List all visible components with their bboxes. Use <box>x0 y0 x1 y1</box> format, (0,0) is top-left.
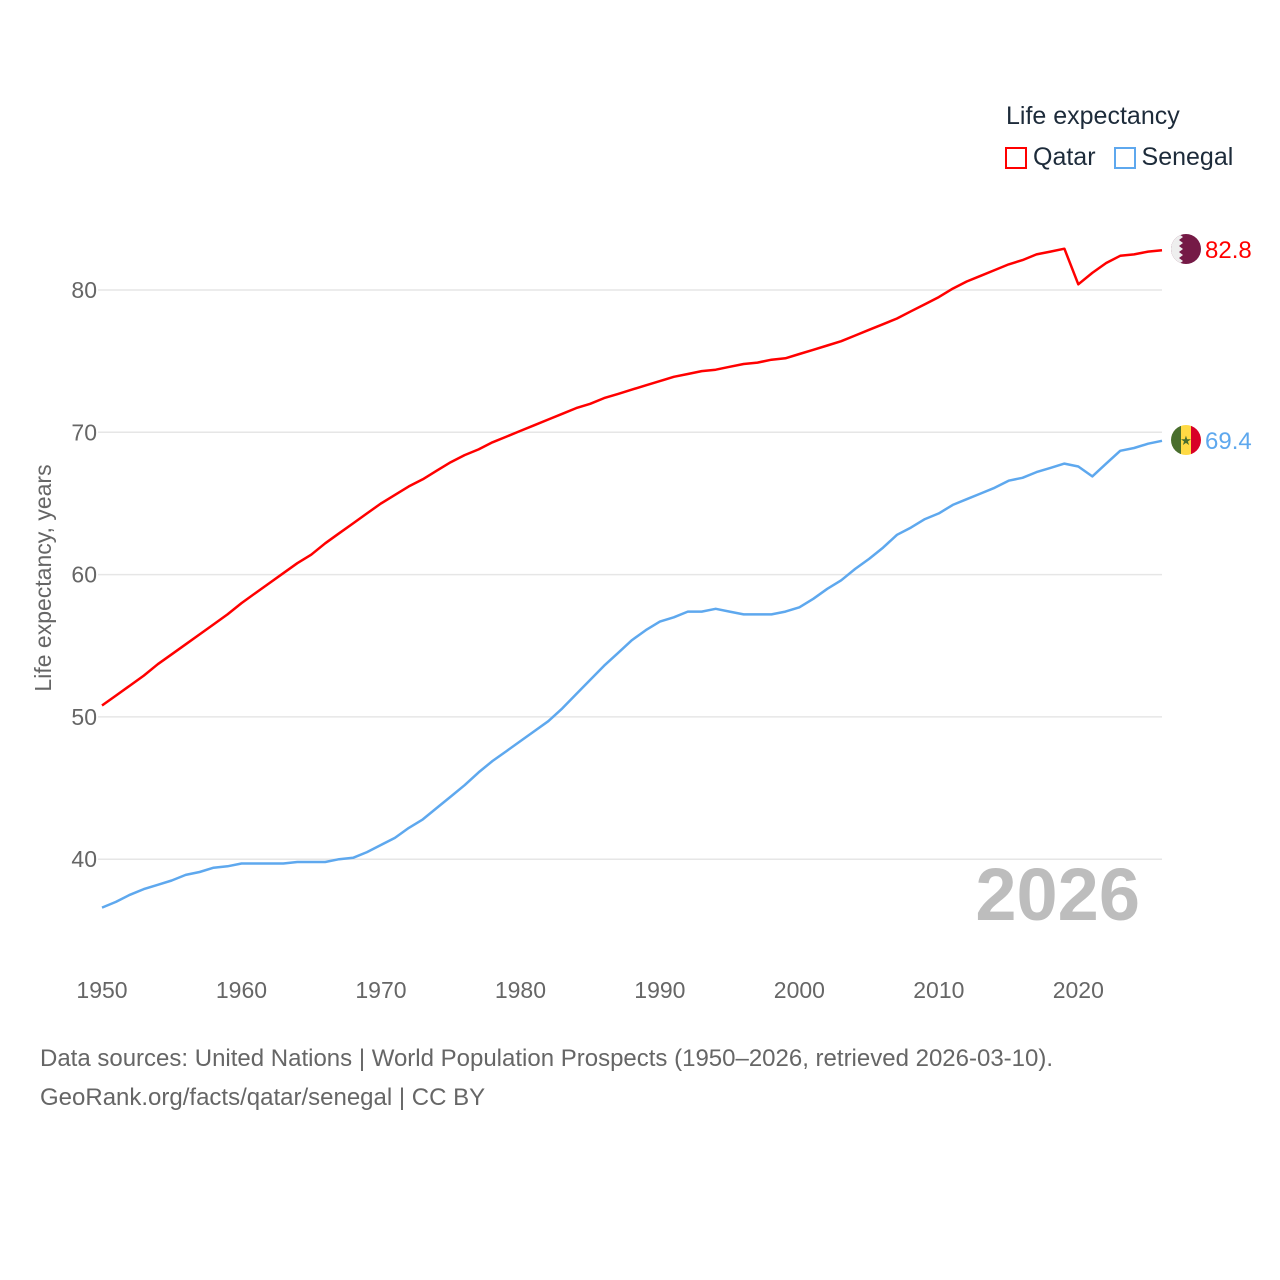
y-axis-label: Life expectancy, years <box>30 464 56 691</box>
data-sources-note: Data sources: United Nations | World Pop… <box>40 1045 1054 1072</box>
chart-year-watermark: 2026 <box>975 853 1140 936</box>
x-tick-label: 2010 <box>913 977 964 1003</box>
legend-label: Qatar <box>1033 143 1096 171</box>
x-tick-label: 1970 <box>355 977 406 1003</box>
series-line-qatar <box>101 247 1163 707</box>
end-value-label-senegal: 69.4 <box>1205 428 1252 455</box>
x-tick-label: 2020 <box>1053 977 1104 1003</box>
legend: Qatar Senegal <box>1005 143 1251 172</box>
y-tick-label: 80 <box>71 277 97 303</box>
legend-label: Senegal <box>1141 143 1234 171</box>
y-tick-label: 70 <box>71 419 97 445</box>
y-tick-label: 40 <box>71 846 97 872</box>
x-tick-label: 1950 <box>76 977 127 1003</box>
end-value-label-qatar: 82.8 <box>1205 237 1252 264</box>
qatar-flag-icon <box>1171 234 1201 264</box>
series-line-senegal <box>101 439 1163 909</box>
legend-title: Life expectancy <box>1006 102 1180 130</box>
y-tick-label: 60 <box>71 562 97 588</box>
legend-swatch-senegal <box>1113 146 1136 169</box>
y-tick-label: 50 <box>71 704 97 730</box>
legend-item-qatar[interactable]: Qatar <box>1005 143 1096 172</box>
x-tick-label: 2000 <box>774 977 825 1003</box>
x-tick-label: 1960 <box>216 977 267 1003</box>
credit-link[interactable]: GeoRank.org/facts/qatar/senegal | CC BY <box>40 1084 486 1111</box>
svg-text:★: ★ <box>1180 433 1192 448</box>
legend-swatch-qatar <box>1005 146 1027 169</box>
legend-item-senegal[interactable]: Senegal <box>1113 143 1234 172</box>
x-tick-label: 1980 <box>495 977 546 1003</box>
senegal-flag-icon: ★ <box>1171 425 1201 455</box>
x-tick-label: 1990 <box>634 977 685 1003</box>
